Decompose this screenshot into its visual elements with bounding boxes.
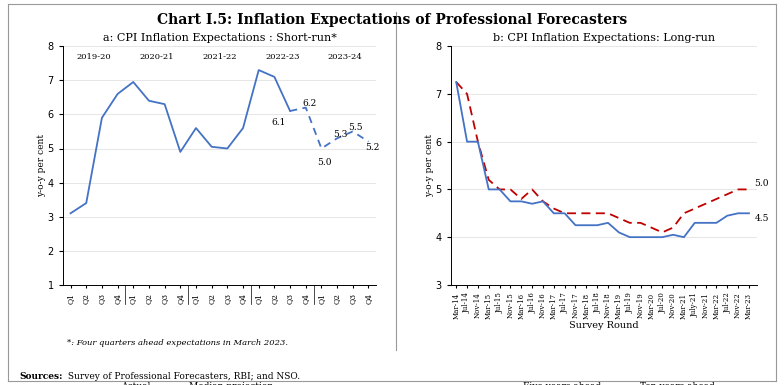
Text: 4.5: 4.5: [754, 214, 769, 223]
Text: 5.0: 5.0: [317, 158, 332, 167]
X-axis label: Survey Round: Survey Round: [569, 321, 638, 330]
Text: Survey of Professional Forecasters, RBI; and NSO.: Survey of Professional Forecasters, RBI;…: [65, 372, 300, 381]
Text: 5.2: 5.2: [365, 143, 379, 152]
Text: Sources:: Sources:: [20, 372, 63, 381]
Legend: Actual, Median projection: Actual, Median projection: [87, 379, 277, 385]
Text: 2021-22: 2021-22: [202, 54, 237, 61]
Text: 2023-24: 2023-24: [328, 54, 362, 61]
Title: b: CPI Inflation Expectations: Long-run: b: CPI Inflation Expectations: Long-run: [492, 33, 715, 43]
Title: a: CPI Inflation Expectations : Short-run*: a: CPI Inflation Expectations : Short-ru…: [103, 33, 336, 43]
Text: 2022-23: 2022-23: [265, 54, 299, 61]
Text: *: Four quarters ahead expectations in March 2023.: *: Four quarters ahead expectations in M…: [67, 338, 288, 346]
Legend: Five years ahead, Ten years ahead: Five years ahead, Ten years ahead: [489, 379, 718, 385]
Text: 5.0: 5.0: [754, 179, 769, 188]
Text: 6.1: 6.1: [272, 117, 286, 127]
Text: 2019-20: 2019-20: [77, 54, 111, 61]
Text: 2020-21: 2020-21: [140, 54, 174, 61]
Text: Chart I.5: Inflation Expectations of Professional Forecasters: Chart I.5: Inflation Expectations of Pro…: [157, 13, 627, 27]
Text: 6.2: 6.2: [303, 99, 317, 108]
Y-axis label: y-o-y per cent: y-o-y per cent: [37, 134, 46, 197]
Text: 5.5: 5.5: [348, 123, 363, 132]
Y-axis label: y-o-y per cent: y-o-y per cent: [425, 134, 434, 197]
Text: 5.3: 5.3: [332, 130, 347, 139]
